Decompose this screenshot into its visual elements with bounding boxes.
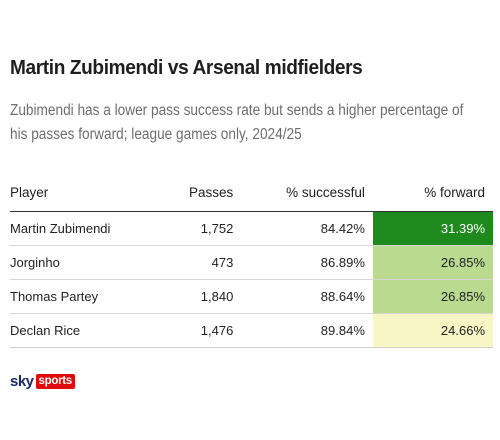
column-header-passes: Passes [144,174,242,212]
table-row: Jorginho 473 86.89% 26.85% [10,245,493,280]
successful-value: 86.89% [241,245,373,280]
forward-value: 26.85% [372,245,493,280]
player-name: Jorginho [10,245,145,280]
table-row: Martin Zubimendi 1,752 84.42% 31.39% [10,211,493,246]
player-name: Thomas Partey [10,279,145,314]
passes-value: 1,840 [144,279,242,314]
logo-sky-text: sky [10,372,34,390]
passes-value: 1,752 [144,211,242,246]
forward-value: 24.66% [372,313,493,348]
logo-sports-text: sports [35,373,75,389]
column-header-player: Player [10,174,145,212]
page-title: Martin Zubimendi vs Arsenal midfielders [10,56,363,79]
passes-value: 1,476 [144,313,242,348]
subtitle: Zubimendi has a lower pass success rate … [10,102,464,143]
successful-value: 89.84% [241,313,373,348]
passes-value: 473 [144,245,242,280]
successful-value: 84.42% [241,211,373,246]
column-header-forward: % forward [372,174,493,212]
stats-table: Player Passes % successful % forward Mar… [10,174,493,348]
table-header-row: Player Passes % successful % forward [10,174,493,212]
table-row: Declan Rice 1,476 89.84% 24.66% [10,313,493,348]
column-header-successful: % successful [241,174,373,212]
table-row: Thomas Partey 1,840 88.64% 26.85% [10,279,493,314]
forward-value: 31.39% [372,211,493,246]
successful-value: 88.64% [241,279,373,314]
forward-value: 26.85% [372,279,493,314]
player-name: Declan Rice [10,313,145,348]
player-name: Martin Zubimendi [10,211,145,246]
sky-sports-logo: sky sports [10,372,75,390]
